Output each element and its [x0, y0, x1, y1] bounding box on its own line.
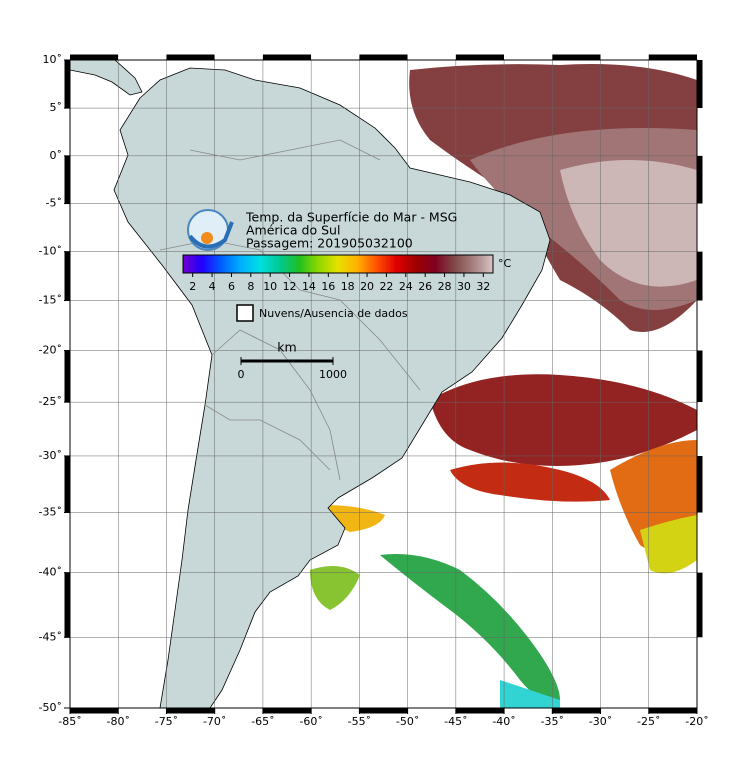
sst-field: [310, 64, 697, 708]
x-tick-label: -55˚: [348, 715, 371, 728]
logo: [187, 209, 234, 251]
y-tick-label: -15˚: [39, 294, 62, 307]
x-tick-label: -50˚: [396, 715, 419, 728]
colorbar-tick-label: 28: [438, 280, 452, 293]
colorbar-tick-label: 24: [399, 280, 413, 293]
x-tick-label: -65˚: [251, 715, 274, 728]
x-tick-label: -20˚: [685, 715, 708, 728]
colorbar-tick-label: 2: [189, 280, 196, 293]
graticule: [70, 60, 697, 708]
axes: -85˚ -80˚ -75˚ -70˚ -65˚ -60˚ -55˚ -50˚ -45˚ -40˚…: [39, 53, 709, 728]
colorbar-unit: °C: [498, 257, 512, 270]
y-tick-label: -30˚: [39, 449, 62, 462]
legend-swatch: [236, 304, 254, 322]
y-tick-label: -25˚: [39, 395, 62, 408]
title-line: Passagem: 201905032100: [246, 236, 413, 251]
land-central-america: [70, 60, 143, 96]
y-tick-label: -5˚: [46, 197, 62, 210]
y-tick-label: 5˚: [50, 101, 63, 114]
y-tick-label: -20˚: [39, 344, 62, 357]
colorbar-tick-label: 26: [418, 280, 432, 293]
colorbar-tick-label: 12: [283, 280, 297, 293]
y-tick-label: 10˚: [43, 53, 63, 66]
frame-border: [64, 54, 703, 714]
scale-unit: km: [277, 340, 296, 355]
colorbar-tick-label: 10: [263, 280, 277, 293]
map-area: [70, 60, 697, 708]
y-tick-label: -35˚: [39, 505, 62, 518]
title-line: América do Sul: [246, 223, 340, 238]
colorbar-tick-label: 16: [321, 280, 335, 293]
colorbar-tick-label: 18: [341, 280, 355, 293]
scale-tick-label: 1000: [319, 368, 347, 381]
colorbar-tick-label: 8: [247, 280, 254, 293]
y-tick-label: -10˚: [39, 245, 62, 258]
x-tick-label: -85˚: [58, 715, 81, 728]
x-tick-label: -45˚: [444, 715, 467, 728]
scale-bar: 0 1000: [238, 357, 347, 381]
y-tick-label: -40˚: [39, 566, 62, 579]
x-tick-label: -25˚: [637, 715, 660, 728]
colorbar-tick-label: 32: [476, 280, 490, 293]
colorbar-tick-label: 30: [457, 280, 471, 293]
y-tick-label: 0˚: [50, 149, 63, 162]
x-tick-label: -80˚: [106, 715, 129, 728]
title-line: Temp. da Superfície do Mar - MSG: [245, 210, 457, 225]
y-tick-label: -50˚: [39, 701, 62, 714]
x-tick-label: -35˚: [541, 715, 564, 728]
x-tick-label: -60˚: [299, 715, 322, 728]
x-tick-label: -75˚: [155, 715, 178, 728]
x-tick-label: -30˚: [589, 715, 612, 728]
colorbar-tick-label: 6: [228, 280, 235, 293]
colorbar-tick-label: 14: [302, 280, 316, 293]
colorbar-ramp: [182, 254, 494, 274]
colorbar-tick-label: 4: [209, 280, 216, 293]
y-tick-label: -45˚: [39, 630, 62, 643]
x-tick-label: -70˚: [203, 715, 226, 728]
map-frame: [69, 59, 698, 709]
colorbar: 2 4 6 8 10 12 14 16 18 20 22 24 26 28 30 32: [182, 254, 494, 293]
legend-label: Nuvens/Ausencia de dados: [259, 307, 408, 320]
colorbar-tick-label: 22: [379, 280, 393, 293]
x-tick-label: -40˚: [492, 715, 515, 728]
scale-tick-label: 0: [238, 368, 245, 381]
colorbar-tick-label: 20: [360, 280, 374, 293]
